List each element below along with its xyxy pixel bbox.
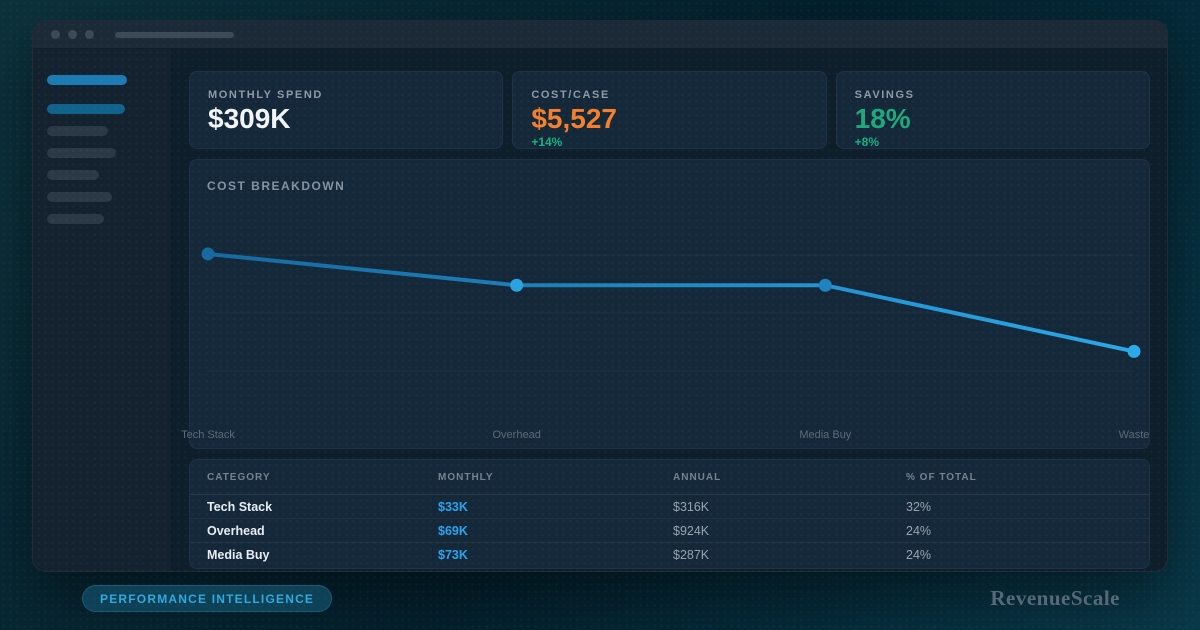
table-header-cell: CATEGORY [207, 471, 271, 483]
window-control-dot[interactable] [51, 30, 60, 39]
table-header-cell: MONTHLY [438, 471, 494, 483]
table-cell-pct_of_total: 24% [906, 523, 932, 538]
performance-intelligence-badge: PERFORMANCE INTELLIGENCE [82, 584, 333, 612]
window-control-dot[interactable] [85, 30, 94, 39]
table-cell-category: Tech Stack [207, 499, 273, 514]
table-cell-monthly: $69K [438, 523, 468, 538]
table-cell-annual: $287K [673, 548, 710, 562]
x-axis-label: Tech Stack [181, 429, 235, 441]
table-cell-pct_of_total: 24% [906, 548, 932, 562]
table-row: Media Buy $73K $287K 24% [190, 543, 1149, 567]
sidebar-item-nav-1-active[interactable] [47, 75, 127, 85]
chart-x-axis: Tech Stack Overhead Media Buy Waste [181, 429, 1150, 443]
window-control-dot[interactable] [68, 30, 77, 39]
table-cell-monthly: $73K [438, 548, 468, 562]
table-cell-annual: $924K [673, 523, 710, 538]
stat-value: 18% [854, 103, 911, 134]
sidebar-item-nav-6[interactable] [47, 192, 112, 202]
stat-value: $309K [208, 103, 291, 134]
stat-label: MONTHLY SPEND [208, 89, 323, 101]
stat-delta: +8% [854, 134, 880, 149]
table-cell-monthly: $33K [438, 499, 468, 514]
window-content: MONTHLY SPEND $309K COST/CASE $5,527 +14… [33, 49, 1167, 571]
data-point-waste [1127, 344, 1141, 358]
chart-title: COST BREAKDOWN [207, 179, 346, 193]
x-axis-label: Overhead [492, 429, 541, 441]
stat-label: SAVINGS [854, 89, 915, 101]
table-row: Overhead $69K $924K 24% [190, 519, 1149, 543]
data-point-media-buy [818, 278, 832, 292]
data-point-tech-stack [201, 247, 215, 261]
table-cell-pct_of_total: 32% [906, 499, 932, 514]
address-bar-placeholder [115, 31, 234, 38]
stats-row: MONTHLY SPEND $309K COST/CASE $5,527 +14… [189, 71, 1150, 149]
stat-card-cost-per-case: COST/CASE $5,527 +14% [512, 71, 827, 149]
table-header-cell: % OF TOTAL [906, 471, 977, 483]
stat-value: $5,527 [531, 103, 617, 134]
sidebar [33, 49, 172, 571]
sidebar-item-nav-3[interactable] [47, 126, 108, 136]
sidebar-item-nav-4[interactable] [47, 148, 116, 158]
main-panel: MONTHLY SPEND $309K COST/CASE $5,527 +14… [172, 49, 1167, 571]
table-cell-category: Media Buy [207, 548, 270, 562]
x-axis-label: Waste [1118, 429, 1150, 441]
window-titlebar [33, 21, 1167, 49]
table-header-row: CATEGORY MONTHLY ANNUAL % OF TOTAL [190, 460, 1149, 495]
line-chart [201, 247, 1141, 372]
footer: PERFORMANCE INTELLIGENCE RevenueScale [82, 584, 1120, 612]
data-point-overhead [510, 278, 524, 292]
table-cell-category: Overhead [207, 523, 265, 538]
stat-card-monthly-spend: MONTHLY SPEND $309K [189, 71, 504, 149]
table-row: Tech Stack $33K $316K 32% [190, 495, 1149, 519]
x-axis-label: Media Buy [799, 429, 852, 441]
cost-table-card: CATEGORY MONTHLY ANNUAL % OF TOTAL Tech Sta… [189, 459, 1150, 569]
brand-logo: RevenueScale [990, 585, 1120, 610]
sidebar-item-nav-7[interactable] [47, 214, 104, 224]
sidebar-item-nav-5[interactable] [47, 170, 99, 180]
stat-delta: +14% [531, 134, 563, 149]
cost-breakdown-chart-card: COST BREAKDOWN Tech Stack Overhead Media B… [181, 159, 1150, 449]
table-cell-annual: $316K [673, 499, 710, 514]
table-body: Tech Stack $33K $316K 32% Overhead $69K $924K 2… [190, 495, 1149, 567]
browser-window: MONTHLY SPEND $309K COST/CASE $5,527 +14… [32, 20, 1168, 572]
table-header-cell: ANNUAL [673, 471, 722, 483]
sidebar-item-nav-2-secondary[interactable] [47, 104, 125, 114]
stat-card-savings: SAVINGS 18% +8% [835, 71, 1150, 149]
chart-line [206, 251, 1136, 354]
stat-label: COST/CASE [531, 89, 610, 101]
